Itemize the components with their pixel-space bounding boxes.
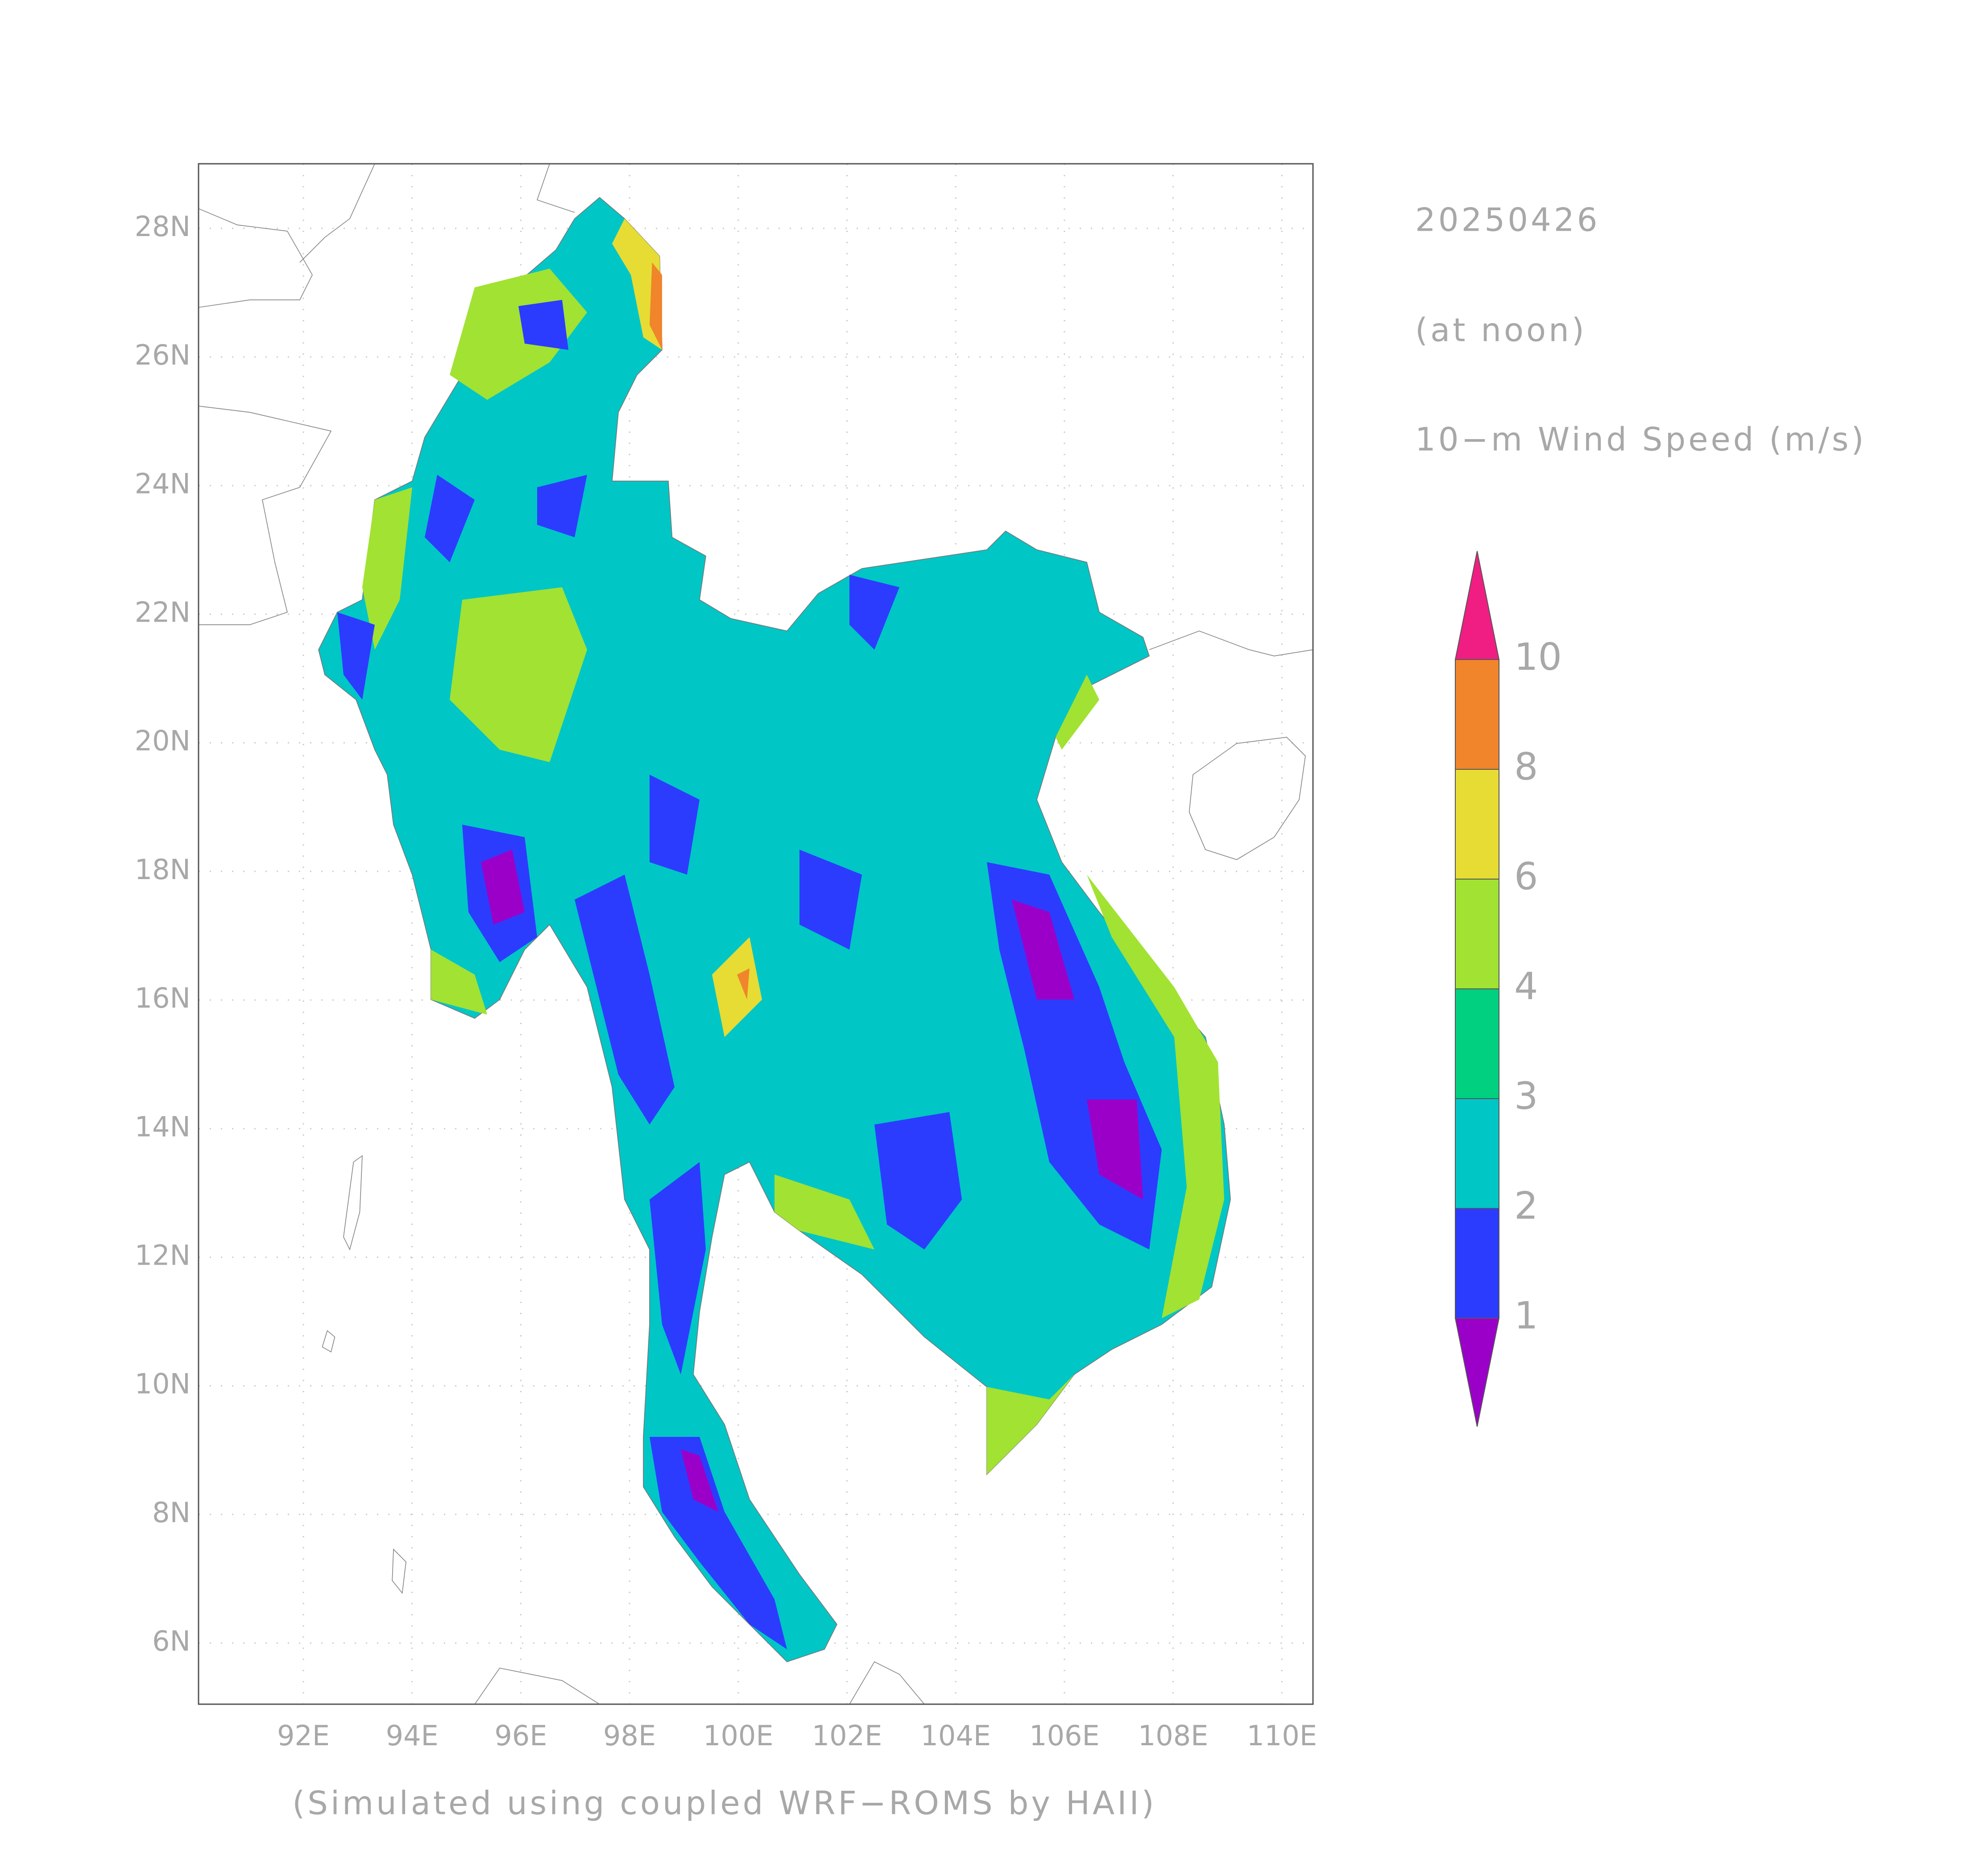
colorbar-label: 4: [1514, 964, 1538, 1008]
lon-label: 100E: [703, 1719, 774, 1752]
lat-label: 16N: [135, 982, 191, 1014]
lon-label: 106E: [1029, 1719, 1100, 1752]
axis-labels: 6N 8N 10N 12N 14N 16N 18N 20N 22N 24N 26N 28N 92E 94E…: [135, 210, 1317, 1752]
date: 20250426: [1415, 201, 1600, 239]
lat-label: 8N: [152, 1496, 191, 1529]
colorbar-bin: [1455, 879, 1499, 989]
lat-label: 6N: [152, 1625, 191, 1657]
lon-label: 110E: [1247, 1719, 1317, 1752]
hainan: [1189, 737, 1306, 860]
lon-label: 108E: [1138, 1719, 1209, 1752]
colorbar: 1 2 3 4 6 8 10: [1454, 551, 1562, 1427]
lon-label: 102E: [812, 1719, 882, 1752]
colorbar-bin: [1455, 659, 1499, 770]
map-frame: [198, 163, 1314, 1705]
wind-patches: [337, 219, 1224, 1649]
time: (at noon): [1415, 311, 1587, 349]
colorbar-bin: [1455, 769, 1499, 880]
lat-label: 22N: [135, 596, 191, 628]
colorbar-bin: [1455, 988, 1499, 1099]
variable: 10−m Wind Speed (m/s): [1415, 421, 1866, 458]
colorbar-label: 8: [1514, 745, 1538, 789]
colorbar-label: 6: [1514, 855, 1538, 898]
lat-label: 20N: [135, 725, 191, 757]
lat-label: 18N: [135, 853, 191, 886]
lon-label: 92E: [277, 1719, 330, 1752]
colorbar-bin: [1455, 1208, 1499, 1319]
lat-label: 14N: [135, 1110, 191, 1143]
colorbar-bin: [1455, 1098, 1499, 1209]
mainland-wind-field: [318, 197, 1231, 1662]
lon-label: 104E: [920, 1719, 991, 1752]
colorbar-label: 10: [1514, 635, 1562, 679]
colorbar-under: [1454, 1318, 1500, 1427]
lon-label: 98E: [603, 1719, 656, 1752]
lon-label: 94E: [386, 1719, 439, 1752]
lat-label: 10N: [135, 1368, 191, 1400]
lat-label: 12N: [135, 1239, 191, 1271]
land: [198, 163, 1313, 1705]
lon-label: 96E: [494, 1719, 547, 1752]
colorbar-label: 3: [1514, 1074, 1538, 1118]
andaman-islands: [322, 1155, 406, 1594]
lat-label: 24N: [135, 467, 191, 500]
footer: (Simulated using coupled WRF−ROMS by HAI…: [292, 1785, 1157, 1822]
colorbar-label: 1: [1514, 1294, 1538, 1337]
coastline: [198, 163, 1313, 1705]
colorbar-label: 2: [1514, 1184, 1538, 1228]
lat-label: 26N: [135, 339, 191, 371]
lat-label: 28N: [135, 210, 191, 243]
